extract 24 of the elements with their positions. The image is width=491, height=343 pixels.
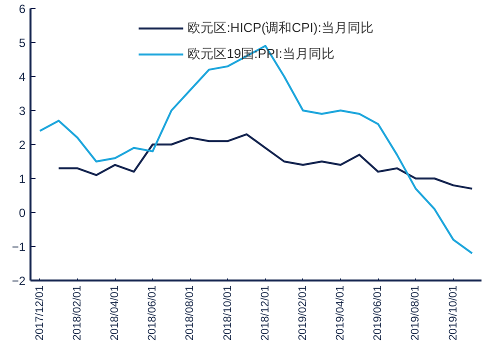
x-tick-label: 2018/02/01 [71, 285, 84, 341]
x-tick-label: 2018/10/01 [222, 285, 234, 341]
line-series [38, 44, 474, 254]
x-tick-label: 2019/02/01 [296, 285, 309, 341]
x-tick-label: 2019/06/01 [372, 285, 384, 341]
y-tick-label: 5 [18, 36, 26, 50]
line-series [58, 133, 474, 190]
x-tick-label: 2019/04/01 [334, 285, 347, 341]
y-tick-label: 1 [18, 172, 26, 186]
x-tick-label: 2018/04/01 [109, 285, 122, 341]
x-tick-label: 2018/06/01 [146, 285, 159, 341]
y-tick-label: 6 [18, 2, 26, 16]
y-tick-label: 3 [18, 104, 26, 118]
y-tick-label: −2 [12, 274, 26, 288]
y-tick-label: 0 [18, 206, 26, 220]
x-tick-label: 2018/08/01 [184, 285, 196, 341]
x-tick-label: 2019/08/01 [410, 285, 422, 341]
y-tick-label: 2 [18, 138, 26, 152]
y-tick-label: 4 [18, 70, 26, 84]
x-tick-label: 2017/12/01 [34, 285, 46, 341]
x-tick-label: 2018/12/01 [259, 285, 272, 341]
y-tick-label: −1 [12, 240, 26, 254]
legend-label: 欧元区:HICP(调和CPI):当月同比 [188, 19, 374, 37]
x-tick-label: 2019/10/01 [447, 285, 460, 341]
